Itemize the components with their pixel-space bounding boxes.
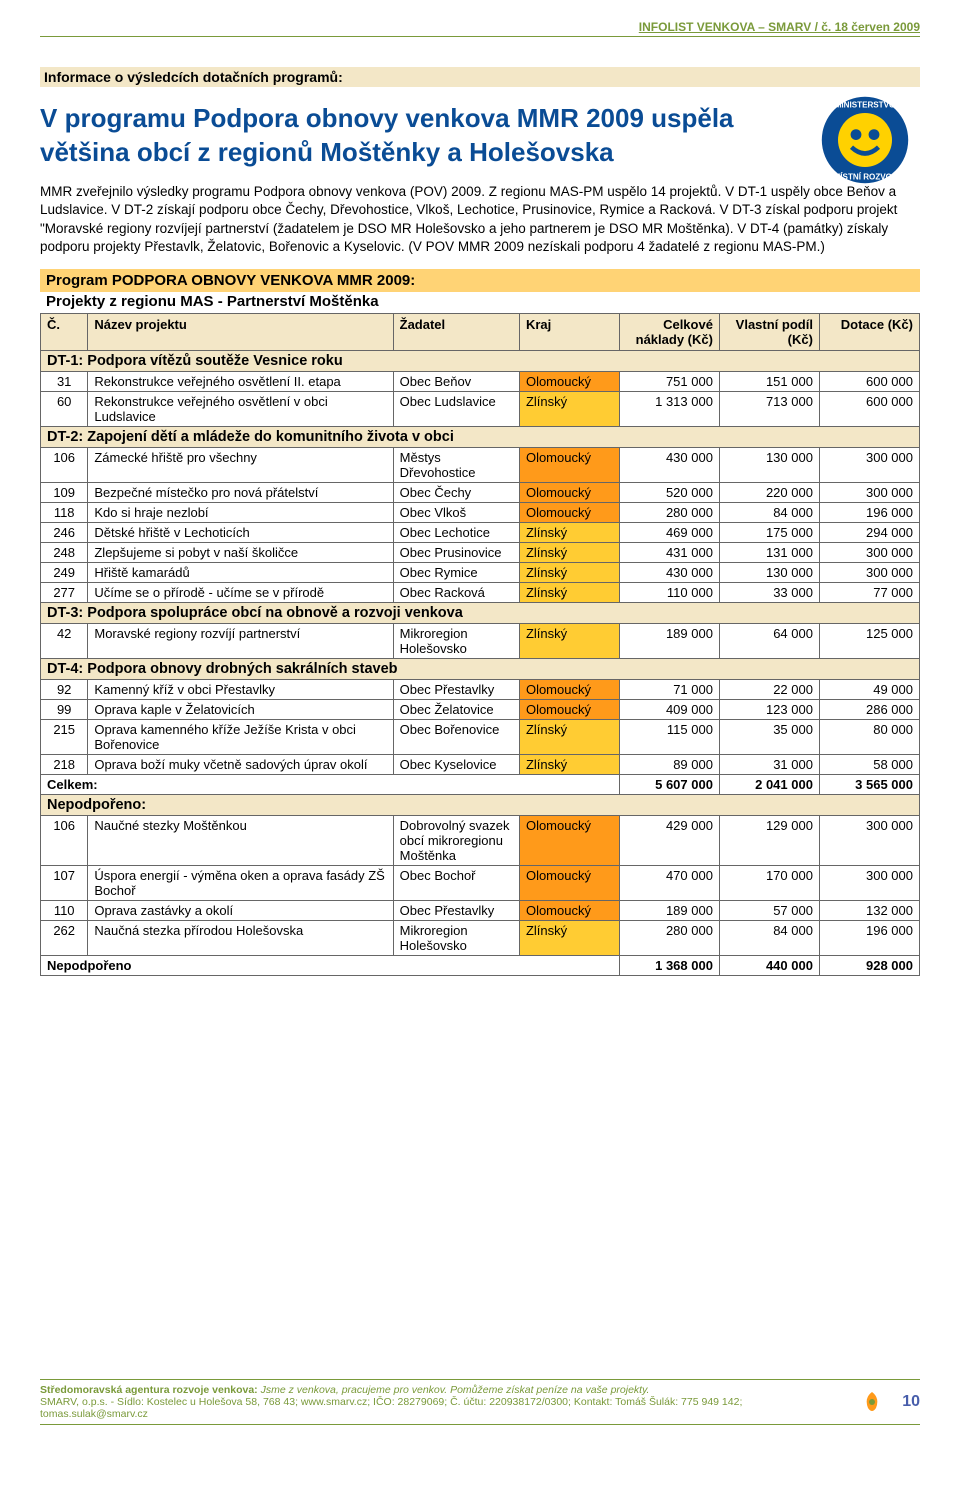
col-name: Název projektu [88,314,393,351]
table-section-row: Nepodpořeno: [41,795,920,816]
footer-org: Středomoravská agentura rozvoje venkova: [40,1384,261,1396]
body-paragraph: MMR zveřejnilo výsledky programu Podpora… [40,183,920,256]
page-header: INFOLIST VENKOVA – SMARV / č. 18 červen … [40,20,920,37]
table-row: 99Oprava kaple v ŽelatovicíchObec Želato… [41,700,920,720]
col-costs: Celkové náklady (Kč) [619,314,719,351]
table-section-row: DT-2: Zapojení dětí a mládeže do komunit… [41,427,920,448]
col-own: Vlastní podíl (Kč) [719,314,819,351]
page-title: V programu Podpora obnovy venkova MMR 20… [40,102,740,170]
table-row: 106Naučné stezky MoštěnkouDobrovolný sva… [41,816,920,866]
table-header-row: Č. Název projektu Žadatel Kraj Celkové n… [41,314,920,351]
projects-table: Č. Název projektu Žadatel Kraj Celkové n… [40,313,920,976]
table-row: 107Úspora energií - výměna oken a oprava… [41,866,920,901]
col-region: Kraj [519,314,619,351]
col-applicant: Žadatel [393,314,519,351]
table-row: 110Oprava zastávky a okolíObec Přestavlk… [41,901,920,921]
table-row: 60Rekonstrukce veřejného osvětlení v obc… [41,392,920,427]
program-title: Program PODPORA OBNOVY VENKOVA MMR 2009: [40,269,920,292]
table-row: 248Zlepšujeme si pobyt v naší školičceOb… [41,543,920,563]
table-row: 31Rekonstrukce veřejného osvětlení II. e… [41,372,920,392]
svg-text:MÍSTNÍ ROZVOJ: MÍSTNÍ ROZVOJ [834,173,897,182]
page-footer: Středomoravská agentura rozvoje venkova:… [40,1379,920,1425]
footer-contact: SMARV, o.p.s. - Sídlo: Kostelec u Holešo… [40,1396,742,1420]
table-section-row: DT-4: Podpora obnovy drobných sakrálních… [41,659,920,680]
table-row: 249Hřiště kamarádůObec RymiceZlínský430 … [41,563,920,583]
table-row: 42Moravské regiony rozvíjí partnerstvíMi… [41,624,920,659]
smarv-logo-icon [858,1388,886,1416]
table-row: 246Dětské hřiště v LechoticíchObec Lecho… [41,523,920,543]
table-row: 218Oprava boží muky včetně sadových úpra… [41,755,920,775]
table-total-row: Nepodpořeno1 368 000440 000928 000 [41,956,920,976]
table-row: 215Oprava kamenného kříže Ježíše Krista … [41,720,920,755]
mmr-logo: MINISTERSTVO MÍSTNÍ ROZVOJ [820,95,910,185]
table-total-row: Celkem:5 607 0002 041 0003 565 000 [41,775,920,795]
program-subtitle: Projekty z regionu MAS - Partnerství Moš… [40,292,920,313]
table-row: 109Bezpečné místečko pro nová přátelství… [41,483,920,503]
footer-slogan: Jsme z venkova, pracujeme pro venkov. Po… [261,1384,650,1396]
section-banner: Informace o výsledcích dotačních program… [40,67,920,87]
table-row: 118Kdo si hraje nezlobíObec VlkošOlomouc… [41,503,920,523]
table-row: 92Kamenný kříž v obci PřestavlkyObec Pře… [41,680,920,700]
page-number: 10 [902,1393,920,1411]
table-row: 277Učíme se o přírodě - učíme se v příro… [41,583,920,603]
table-section-row: DT-3: Podpora spolupráce obcí na obnově … [41,603,920,624]
table-section-row: DT-1: Podpora vítězů soutěže Vesnice rok… [41,351,920,372]
svg-text:MINISTERSTVO: MINISTERSTVO [835,101,896,110]
table-row: 262Naučná stezka přírodou HolešovskaMikr… [41,921,920,956]
table-row: 106Zámecké hřiště pro všechnyMěstys Dřev… [41,448,920,483]
col-grant: Dotace (Kč) [819,314,919,351]
col-num: Č. [41,314,88,351]
